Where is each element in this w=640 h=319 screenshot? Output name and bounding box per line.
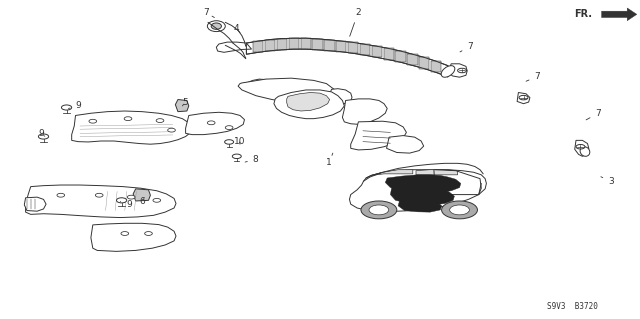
Polygon shape	[274, 81, 296, 98]
Polygon shape	[312, 39, 323, 50]
Polygon shape	[372, 46, 382, 57]
Polygon shape	[72, 111, 192, 144]
Circle shape	[116, 198, 127, 203]
Circle shape	[61, 105, 72, 110]
Circle shape	[121, 232, 129, 235]
Polygon shape	[575, 140, 589, 156]
Polygon shape	[324, 40, 335, 51]
Polygon shape	[351, 121, 406, 150]
Polygon shape	[448, 64, 467, 77]
Text: 7: 7	[204, 8, 214, 18]
Polygon shape	[277, 39, 287, 50]
Circle shape	[232, 154, 241, 159]
Circle shape	[458, 68, 467, 73]
Polygon shape	[246, 38, 448, 77]
Text: 1: 1	[326, 153, 333, 167]
Polygon shape	[407, 54, 417, 65]
Text: FR.: FR.	[574, 9, 592, 19]
Text: 6: 6	[140, 197, 145, 206]
Circle shape	[89, 119, 97, 123]
Polygon shape	[301, 38, 311, 49]
Polygon shape	[517, 93, 530, 104]
Ellipse shape	[207, 21, 225, 32]
Circle shape	[168, 128, 175, 132]
Polygon shape	[419, 57, 429, 69]
Ellipse shape	[441, 66, 455, 77]
Circle shape	[225, 140, 234, 144]
Polygon shape	[387, 136, 424, 153]
Polygon shape	[398, 199, 442, 212]
Polygon shape	[342, 99, 387, 124]
Circle shape	[95, 193, 103, 197]
Polygon shape	[175, 100, 189, 112]
Circle shape	[156, 119, 164, 122]
Polygon shape	[416, 170, 458, 175]
Polygon shape	[385, 175, 461, 192]
Circle shape	[361, 201, 397, 219]
Circle shape	[225, 126, 233, 130]
Polygon shape	[253, 41, 264, 52]
Text: 7: 7	[586, 109, 601, 120]
Circle shape	[57, 193, 65, 197]
Polygon shape	[186, 112, 244, 135]
Circle shape	[442, 201, 477, 219]
Polygon shape	[133, 189, 150, 201]
Polygon shape	[396, 51, 406, 62]
Text: 8: 8	[245, 155, 259, 164]
Polygon shape	[360, 44, 370, 55]
Polygon shape	[289, 38, 299, 49]
Text: 3: 3	[601, 177, 614, 186]
Ellipse shape	[211, 23, 221, 29]
Text: 7: 7	[460, 42, 473, 52]
Polygon shape	[274, 90, 344, 119]
Text: 4: 4	[234, 24, 240, 33]
Circle shape	[576, 145, 585, 149]
Polygon shape	[431, 61, 441, 72]
Polygon shape	[238, 78, 334, 103]
Circle shape	[153, 198, 161, 202]
Circle shape	[450, 205, 469, 215]
Circle shape	[207, 121, 215, 125]
Polygon shape	[371, 170, 413, 175]
Circle shape	[145, 232, 152, 235]
Circle shape	[369, 205, 388, 215]
Text: 2: 2	[349, 8, 361, 36]
Polygon shape	[336, 41, 346, 52]
Text: 7: 7	[526, 72, 540, 81]
Text: 9: 9	[120, 200, 132, 209]
Polygon shape	[348, 42, 358, 53]
Ellipse shape	[580, 147, 590, 156]
Polygon shape	[390, 186, 454, 205]
Circle shape	[519, 95, 528, 100]
Polygon shape	[349, 170, 486, 211]
Polygon shape	[328, 89, 352, 104]
Text: 9: 9	[68, 101, 81, 110]
Circle shape	[124, 117, 132, 121]
Polygon shape	[602, 8, 637, 21]
Polygon shape	[216, 42, 252, 52]
Text: S9V3  B3720: S9V3 B3720	[547, 302, 598, 311]
Text: 9: 9	[38, 130, 45, 138]
Circle shape	[127, 195, 135, 199]
Polygon shape	[287, 93, 330, 111]
Polygon shape	[24, 197, 46, 211]
Text: 10: 10	[234, 137, 245, 146]
Polygon shape	[242, 79, 276, 90]
Circle shape	[38, 134, 49, 139]
Polygon shape	[383, 48, 394, 60]
Polygon shape	[91, 223, 176, 251]
Polygon shape	[265, 40, 275, 51]
Text: 5: 5	[182, 98, 188, 107]
Polygon shape	[26, 185, 176, 218]
